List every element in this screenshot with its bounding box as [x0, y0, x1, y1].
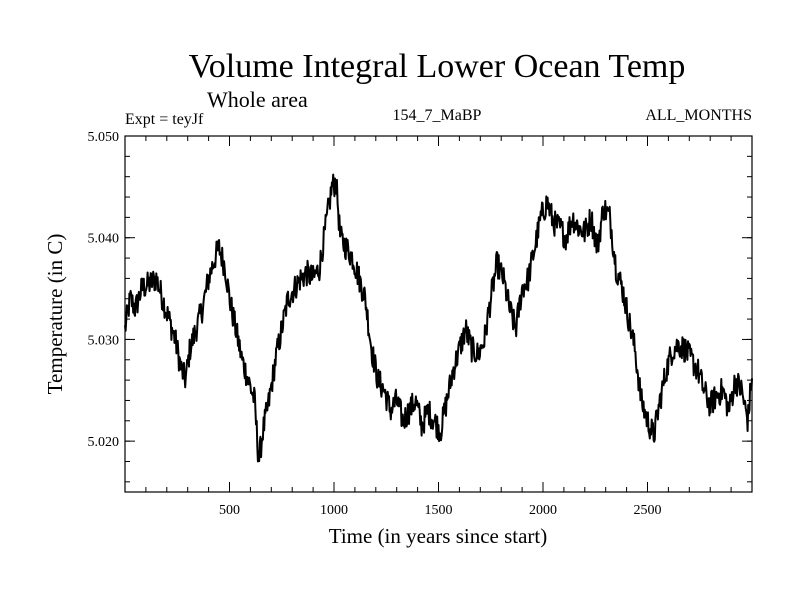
plot-frame [124, 135, 753, 493]
y-tick-label: 5.030 [88, 333, 120, 348]
y-tick-label: 5.050 [88, 130, 120, 145]
x-axis-label: Time (in years since start) [329, 524, 548, 548]
y-tick-label: 5.020 [88, 435, 120, 450]
months-label: ALL_MONTHS [645, 107, 752, 124]
y-tick-labels: 5.020 5.030 5.040 5.050 [88, 130, 120, 450]
x-tick-labels: 500 1000 1500 2000 2500 [219, 503, 662, 518]
y-tick-label: 5.040 [88, 232, 120, 247]
chart-subtitle: Whole area [207, 87, 308, 112]
period-label: 154_7_MaBP [393, 107, 482, 124]
y-axis-label: Temperature (in C) [43, 234, 67, 395]
x-tick-label: 2000 [529, 503, 557, 518]
x-tick-label: 1500 [425, 503, 453, 518]
x-tick-label: 1000 [320, 503, 348, 518]
x-tick-label: 2500 [634, 503, 662, 518]
tick-marks [125, 135, 752, 492]
temperature-series-line [124, 173, 753, 463]
x-tick-label: 500 [219, 503, 240, 518]
experiment-label: Expt = teyJf [125, 111, 204, 128]
chart-title: Volume Integral Lower Ocean Temp [189, 48, 686, 85]
